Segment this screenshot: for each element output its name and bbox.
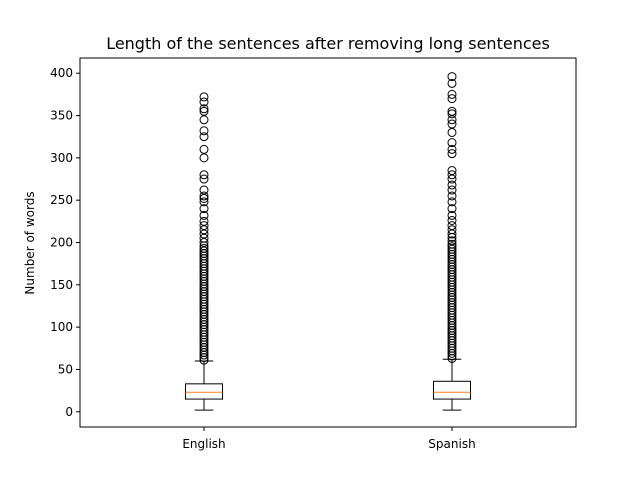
- x-tick-label: Spanish: [428, 437, 475, 451]
- outlier-point: [447, 109, 457, 119]
- plot-area: 0 50 100 150 200 250 300 350 400 English Spanish: [50, 66, 476, 451]
- outlier-point: [447, 197, 457, 207]
- outlier-point: [199, 191, 209, 201]
- outlier-point: [199, 197, 209, 207]
- outlier-point: [199, 221, 209, 231]
- y-tick-label: 250: [50, 193, 73, 207]
- outlier-point: [447, 239, 457, 249]
- iqr-box: [433, 380, 471, 400]
- outlier-point: [447, 149, 457, 159]
- chart-title: Length of the sentences after removing l…: [106, 34, 550, 53]
- outlier-point: [199, 243, 209, 253]
- y-tick-label: 200: [50, 236, 73, 250]
- y-tick-label: 400: [50, 66, 73, 80]
- outlier-point: [447, 144, 457, 154]
- outlier-point: [447, 138, 457, 148]
- outlier-point: [447, 94, 457, 104]
- y-tick-label: 150: [50, 278, 73, 292]
- y-tick-label: 100: [50, 320, 73, 334]
- outlier-point: [199, 185, 209, 195]
- outlier-point: [199, 216, 209, 226]
- outlier-point: [447, 191, 457, 201]
- y-tick-label: 300: [50, 151, 73, 165]
- outlier-point: [447, 166, 457, 176]
- y-axis-label: Number of words: [23, 191, 37, 294]
- outlier-point: [199, 170, 209, 180]
- outlier-point: [447, 89, 457, 99]
- outlier-point: [447, 210, 457, 220]
- outlier-point: [199, 174, 209, 184]
- outlier-point: [199, 97, 209, 107]
- plot-frame: [79, 57, 577, 428]
- outlier-point: [199, 126, 209, 136]
- outlier-point: [199, 153, 209, 163]
- outlier-point: [447, 221, 457, 231]
- outlier-point: [199, 104, 209, 114]
- outlier-point: [447, 106, 457, 116]
- y-tick-label: 350: [50, 109, 73, 123]
- outlier-point: [447, 119, 457, 129]
- iqr-box: [185, 383, 223, 400]
- outlier-point: [199, 92, 209, 102]
- outlier-point: [199, 204, 209, 214]
- y-tick-label: 50: [58, 362, 73, 376]
- outlier-point: [447, 78, 457, 88]
- outlier-point: [199, 106, 209, 116]
- outlier-point: [199, 210, 209, 220]
- outlier-point: [447, 242, 457, 252]
- outlier-point: [199, 115, 209, 125]
- outlier-point: [447, 180, 457, 190]
- outlier-point: [447, 170, 457, 180]
- outlier-point: [447, 185, 457, 195]
- x-tick-label: English: [182, 437, 225, 451]
- outlier-point: [447, 215, 457, 225]
- outlier-point: [199, 144, 209, 154]
- y-tick-label: 0: [65, 405, 73, 419]
- outlier-point: [199, 132, 209, 142]
- outlier-point: [447, 225, 457, 235]
- outlier-point: [447, 236, 457, 246]
- outlier-point: [447, 127, 457, 137]
- outlier-point: [447, 72, 457, 82]
- outlier-point: [447, 204, 457, 214]
